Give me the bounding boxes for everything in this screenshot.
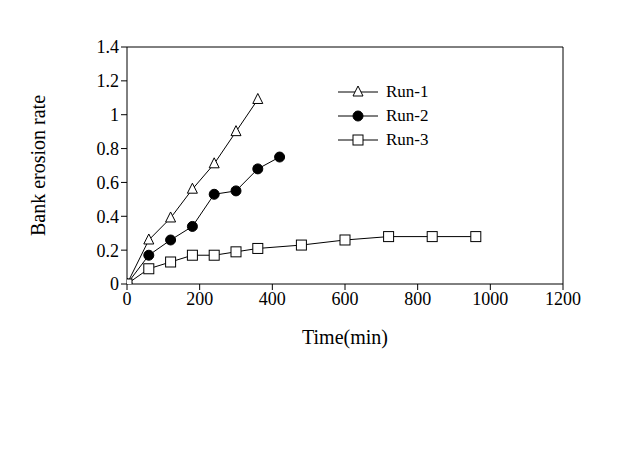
svg-text:1: 1 bbox=[110, 105, 119, 125]
html-text:Run-2: Run-2 bbox=[386, 106, 429, 125]
svg-text:Bank erosion rate: Bank erosion rate bbox=[27, 95, 49, 236]
svg-text:600: 600 bbox=[332, 289, 359, 309]
html-text:Run-1: Run-1 bbox=[386, 82, 429, 101]
svg-text:0.6: 0.6 bbox=[97, 173, 120, 193]
svg-text:0: 0 bbox=[110, 274, 119, 294]
html-text:Run-3: Run-3 bbox=[386, 130, 429, 149]
svg-text:800: 800 bbox=[404, 289, 431, 309]
svg-text:0.4: 0.4 bbox=[97, 207, 120, 227]
svg-text:0.8: 0.8 bbox=[97, 139, 120, 159]
svg-text:1.2: 1.2 bbox=[97, 71, 120, 91]
svg-text:0.2: 0.2 bbox=[97, 241, 120, 261]
svg-text:1000: 1000 bbox=[472, 289, 508, 309]
svg-text:Time(min): Time(min) bbox=[302, 326, 388, 349]
svg-text:200: 200 bbox=[186, 289, 213, 309]
svg-text:0: 0 bbox=[123, 289, 132, 309]
svg-text:400: 400 bbox=[259, 289, 286, 309]
svg-text:1200: 1200 bbox=[545, 289, 581, 309]
svg-text:1.4: 1.4 bbox=[97, 37, 120, 57]
